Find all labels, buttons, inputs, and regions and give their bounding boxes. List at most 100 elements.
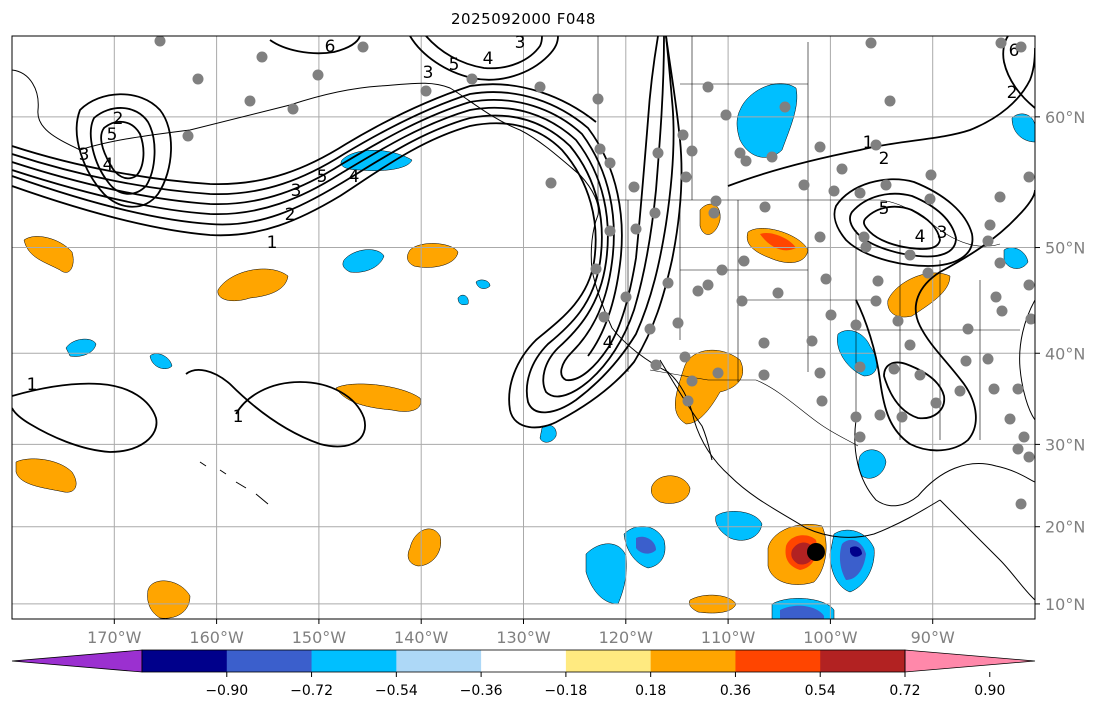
contour-line: [12, 91, 623, 357]
station-dot: [680, 171, 692, 183]
anomaly-patch: [850, 546, 862, 557]
contour-value-label: 3: [79, 145, 90, 165]
contour-line: [12, 36, 659, 381]
anomaly-patch: [15, 458, 77, 493]
station-dot: [988, 383, 1000, 395]
latitude-tick-label: 20°N: [1045, 518, 1085, 537]
latitude-tick-label: 50°N: [1045, 239, 1085, 258]
colorbar-tick-label: 0.54: [805, 683, 836, 699]
anomaly-patch: [149, 353, 173, 369]
colorbar-tick-label: 0.36: [720, 683, 751, 699]
contour-value-label: 5: [879, 199, 890, 219]
station-dot: [598, 311, 610, 323]
colorbar-segment: [396, 650, 482, 672]
station-dot: [720, 109, 732, 121]
longitude-tick-label: 120°W: [599, 628, 654, 647]
contour-value-label: 5: [107, 125, 118, 145]
station-dot: [312, 69, 324, 81]
contour-value-label: 4: [915, 227, 926, 247]
station-dot: [814, 231, 826, 243]
station-dot: [759, 201, 771, 213]
very-strong-negative-patches: [850, 546, 862, 557]
station-dot: [874, 409, 886, 421]
station-dot: [766, 151, 778, 163]
strong-negative-patches: [636, 536, 866, 619]
station-dot: [702, 81, 714, 93]
station-dot: [904, 339, 916, 351]
station-dot: [984, 219, 996, 231]
station-dot: [738, 255, 750, 267]
station-dot: [954, 385, 966, 397]
station-dot: [652, 147, 664, 159]
contour-line: [849, 192, 957, 258]
colorbar-tick-label: −0.90: [205, 683, 248, 699]
anomaly-patch: [760, 232, 796, 251]
station-dot: [710, 195, 722, 207]
station-dot: [287, 103, 299, 115]
station-dot: [650, 359, 662, 371]
borders: [597, 36, 1020, 447]
colorbar-segment: [481, 650, 567, 672]
colorbar-segment: [565, 650, 652, 672]
station-dot: [814, 141, 826, 153]
colorbar-tick-label: 0.18: [635, 683, 666, 699]
station-dot: [884, 95, 896, 107]
station-dot: [662, 277, 674, 289]
station-dot: [870, 139, 882, 151]
station-dot: [960, 355, 972, 367]
station-dot: [836, 163, 848, 175]
colorbar-tick-label: −0.54: [375, 683, 418, 699]
contour-value-label: 4: [483, 49, 494, 69]
colorbar-extend-low: [11, 649, 143, 673]
station-dot: [1012, 443, 1024, 455]
station-dot: [854, 361, 866, 373]
station-dot: [702, 279, 714, 291]
station-dot: [736, 295, 748, 307]
station-markers: [154, 36, 1035, 510]
station-dot: [860, 241, 872, 253]
station-dot: [1018, 431, 1030, 443]
colorbar-segment: [735, 650, 821, 672]
station-dot: [896, 411, 908, 423]
anomaly-patch: [651, 475, 691, 504]
longitude-tick-label: 90°W: [911, 628, 955, 647]
station-dot: [534, 81, 546, 93]
station-dot: [858, 231, 870, 243]
station-dot: [865, 37, 877, 49]
station-dot: [854, 431, 866, 443]
station-dot: [594, 143, 606, 155]
longitude-tick-label: 140°W: [394, 628, 449, 647]
anomaly-patch: [585, 543, 627, 605]
anomaly-patch: [147, 580, 191, 619]
station-dot: [924, 193, 936, 205]
contour-value-label: 3: [937, 223, 948, 243]
station-dot: [256, 51, 268, 63]
anomaly-patch: [335, 383, 421, 412]
coastline-hawaii: [199, 461, 269, 505]
contour-value-label: 1: [863, 133, 874, 153]
anomaly-patch: [675, 349, 744, 425]
station-dot: [888, 363, 900, 375]
coastline-baja: [659, 359, 713, 461]
colorbar-segment: [226, 650, 313, 672]
latitude-tick-label: 30°N: [1045, 435, 1085, 454]
colorbar-tick-label: −0.18: [544, 683, 587, 699]
station-dot: [982, 353, 994, 365]
coastline-west-coast: [590, 214, 941, 538]
station-dot: [630, 223, 642, 235]
station-dot: [872, 275, 884, 287]
contour-value-label: 3: [423, 63, 434, 83]
colorbar-segment: [311, 650, 397, 672]
colorbar-outline: [141, 649, 906, 673]
latitude-tick-label: 10°N: [1045, 595, 1085, 614]
contour-value-label: 5: [317, 167, 328, 187]
contour-value-label: 4: [103, 155, 114, 175]
station-dot: [904, 249, 916, 261]
station-dot: [182, 130, 194, 142]
station-dot: [692, 285, 704, 297]
station-dot: [644, 323, 656, 335]
contour-value-label: 2: [879, 149, 890, 169]
station-dot: [628, 181, 640, 193]
station-dot: [758, 337, 770, 349]
station-dot: [1023, 279, 1035, 291]
